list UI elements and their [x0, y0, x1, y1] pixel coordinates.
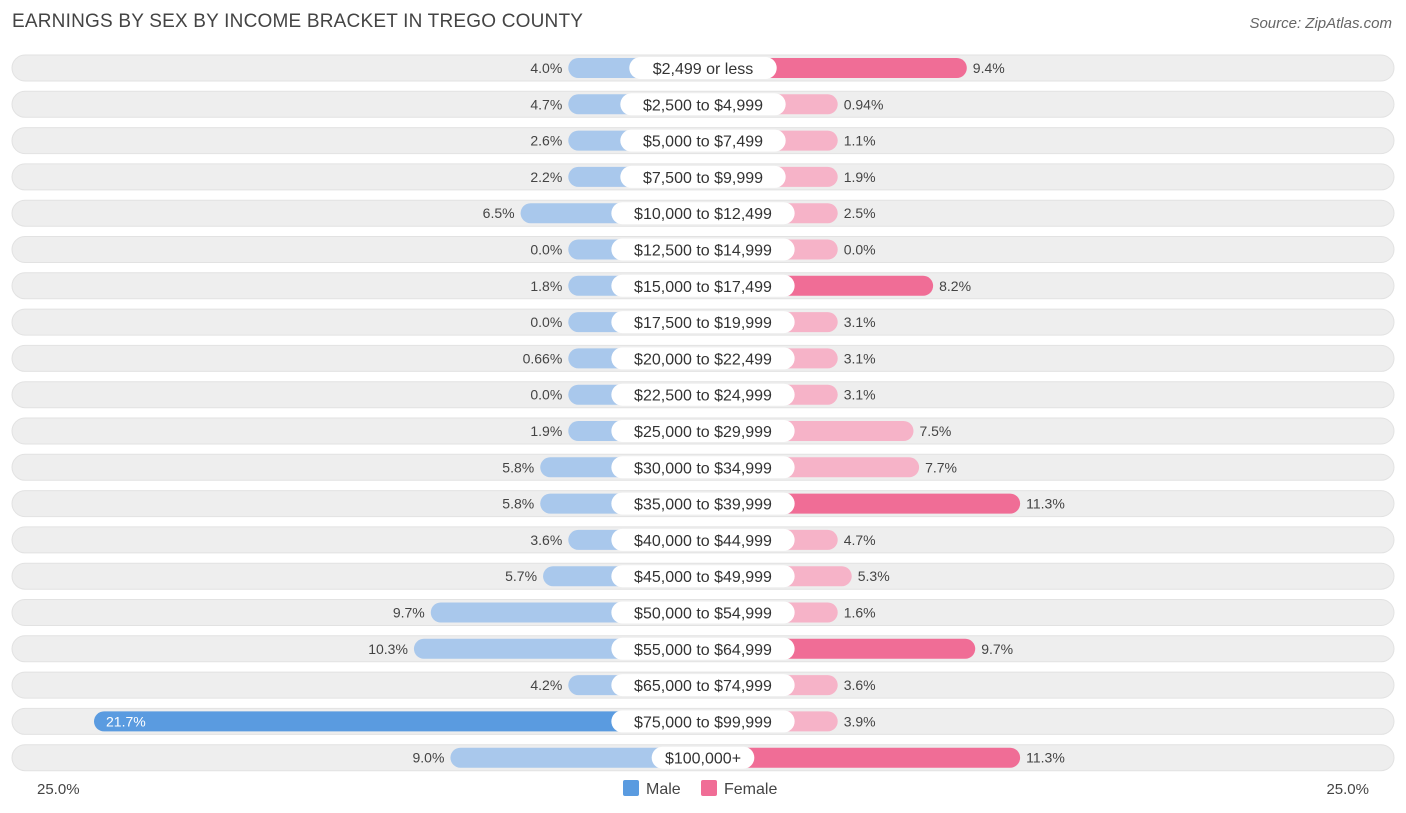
category-label: $7,500 to $9,999: [643, 170, 763, 187]
female-value-label: 0.94%: [844, 96, 884, 112]
category-label: $75,000 to $99,999: [634, 714, 772, 731]
axis-label-left: 25.0%: [37, 781, 80, 798]
female-value-label: 5.3%: [858, 568, 890, 584]
male-value-label: 2.2%: [530, 169, 562, 185]
category-label: $30,000 to $34,999: [634, 460, 772, 477]
category-label: $35,000 to $39,999: [634, 497, 772, 514]
legend-swatch-female: [701, 780, 717, 796]
chart-source: Source: ZipAtlas.com: [1249, 15, 1392, 32]
male-value-label: 4.7%: [530, 96, 562, 112]
category-pill: [620, 129, 786, 152]
category-label: $65,000 to $74,999: [634, 678, 772, 695]
category-label: $22,500 to $24,999: [634, 388, 772, 405]
female-bar: [703, 747, 1021, 768]
male-bar: [94, 711, 703, 732]
category-pill: [611, 601, 795, 624]
female-value-label: 0.0%: [844, 242, 876, 258]
male-value-label: 0.0%: [530, 387, 562, 403]
legend-label-male: Male: [646, 781, 681, 798]
category-pill: [611, 637, 795, 660]
female-value-label: 1.6%: [844, 605, 876, 621]
female-value-label: 3.9%: [844, 713, 876, 729]
female-value-label: 7.7%: [925, 459, 957, 475]
category-label: $2,500 to $4,999: [643, 97, 763, 114]
female-value-label: 9.7%: [981, 641, 1013, 657]
category-pill: [611, 238, 795, 261]
male-value-label: 4.2%: [530, 677, 562, 693]
male-value-label: 3.6%: [530, 532, 562, 548]
category-pill: [611, 311, 795, 334]
male-value-label: 0.0%: [530, 242, 562, 258]
male-value-label: 10.3%: [368, 641, 408, 657]
female-value-label: 3.6%: [844, 677, 876, 693]
legend-label-female: Female: [724, 781, 777, 798]
female-value-label: 2.5%: [844, 205, 876, 221]
male-value-label: 4.0%: [530, 60, 562, 76]
female-value-label: 3.1%: [844, 387, 876, 403]
category-label: $45,000 to $49,999: [634, 569, 772, 586]
category-pill: [611, 710, 795, 733]
category-pill: [611, 383, 795, 406]
category-label: $12,500 to $14,999: [634, 243, 772, 260]
female-value-label: 4.7%: [844, 532, 876, 548]
category-label: $20,000 to $22,499: [634, 351, 772, 368]
male-value-label: 5.8%: [502, 459, 534, 475]
category-pill: [620, 93, 786, 116]
category-pill: [611, 274, 795, 297]
category-pill: [611, 202, 795, 225]
category-label: $15,000 to $17,499: [634, 279, 772, 296]
male-value-label: 5.7%: [505, 568, 537, 584]
axis-label-right: 25.0%: [1326, 781, 1369, 798]
male-value-label: 21.7%: [106, 713, 146, 729]
male-value-label: 5.8%: [502, 496, 534, 512]
category-pill: [620, 165, 786, 188]
category-label: $40,000 to $44,999: [634, 533, 772, 550]
male-value-label: 1.8%: [530, 278, 562, 294]
female-value-label: 1.1%: [844, 133, 876, 149]
category-label: $55,000 to $64,999: [634, 642, 772, 659]
female-value-label: 11.3%: [1026, 496, 1065, 512]
legend-swatch-male: [623, 780, 639, 796]
male-value-label: 9.0%: [412, 750, 444, 766]
category-label: $25,000 to $29,999: [634, 424, 772, 441]
category-pill: [611, 674, 795, 697]
male-value-label: 6.5%: [483, 205, 515, 221]
female-value-label: 7.5%: [919, 423, 951, 439]
category-label: $50,000 to $54,999: [634, 606, 772, 623]
category-pill: [611, 456, 795, 479]
male-value-label: 0.66%: [523, 350, 563, 366]
chart-title: EARNINGS BY SEX BY INCOME BRACKET IN TRE…: [12, 11, 584, 32]
category-label: $10,000 to $12,499: [634, 206, 772, 223]
female-value-label: 8.2%: [939, 278, 971, 294]
category-pill: [611, 492, 795, 515]
category-pill: [611, 420, 795, 442]
male-value-label: 1.9%: [530, 423, 562, 439]
female-value-label: 9.4%: [973, 60, 1005, 76]
category-pill: [611, 347, 795, 370]
male-value-label: 0.0%: [530, 314, 562, 330]
category-label: $17,500 to $19,999: [634, 315, 772, 332]
category-pill: [611, 565, 795, 588]
female-value-label: 1.9%: [844, 169, 876, 185]
male-bar: [450, 747, 703, 768]
female-value-label: 3.1%: [844, 314, 876, 330]
category-label: $5,000 to $7,499: [643, 134, 763, 151]
category-pill: [611, 528, 795, 551]
category-label: $2,499 or less: [653, 61, 754, 78]
female-value-label: 11.3%: [1026, 750, 1065, 766]
category-pill: [651, 746, 755, 769]
category-label: $100,000+: [665, 751, 741, 768]
female-value-label: 3.1%: [844, 350, 876, 366]
male-value-label: 2.6%: [530, 133, 562, 149]
male-value-label: 9.7%: [393, 605, 425, 621]
category-pill: [629, 57, 777, 79]
